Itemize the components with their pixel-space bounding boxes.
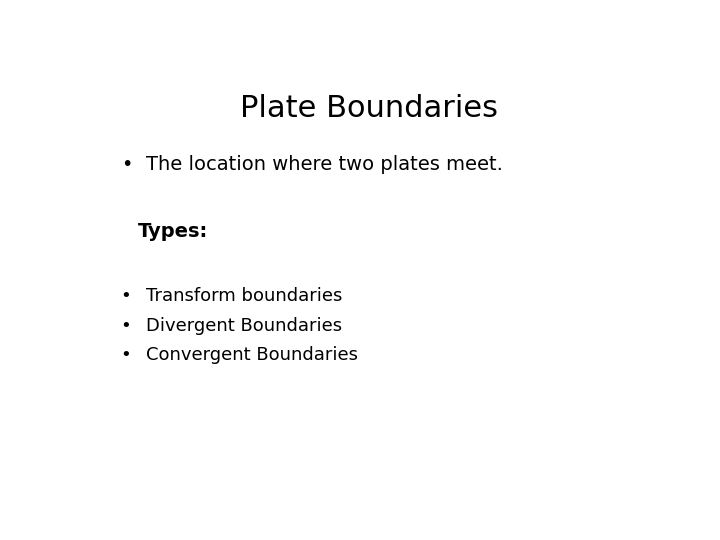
Text: Divergent Boundaries: Divergent Boundaries [145,316,342,334]
Text: Types:: Types: [138,221,207,241]
Text: •: • [121,347,132,364]
Text: •: • [121,316,132,334]
Text: Transform boundaries: Transform boundaries [145,287,342,305]
Text: The location where two plates meet.: The location where two plates meet. [145,155,503,174]
Text: Convergent Boundaries: Convergent Boundaries [145,347,358,364]
Text: Plate Boundaries: Plate Boundaries [240,94,498,123]
Text: •: • [121,287,132,305]
Text: •: • [121,155,132,174]
